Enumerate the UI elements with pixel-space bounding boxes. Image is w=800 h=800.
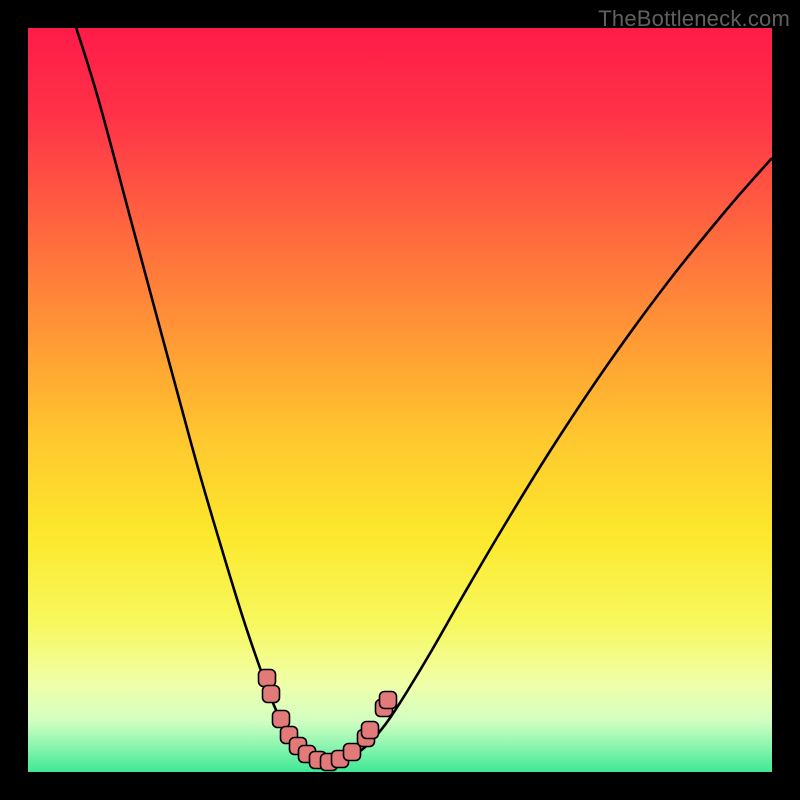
chart-plot-svg [28,28,772,772]
data-marker [263,686,280,703]
chart-frame [28,28,772,772]
watermark-text: TheBottleneck.com [598,6,790,32]
bottleneck-curve-path [73,28,772,762]
data-marker [344,744,361,761]
data-marker [380,692,397,709]
data-marker [362,722,379,739]
data-markers [259,670,397,771]
bottleneck-curve [73,28,772,762]
chart-container: TheBottleneck.com [0,0,800,800]
data-marker [273,711,290,728]
data-marker [259,670,276,687]
